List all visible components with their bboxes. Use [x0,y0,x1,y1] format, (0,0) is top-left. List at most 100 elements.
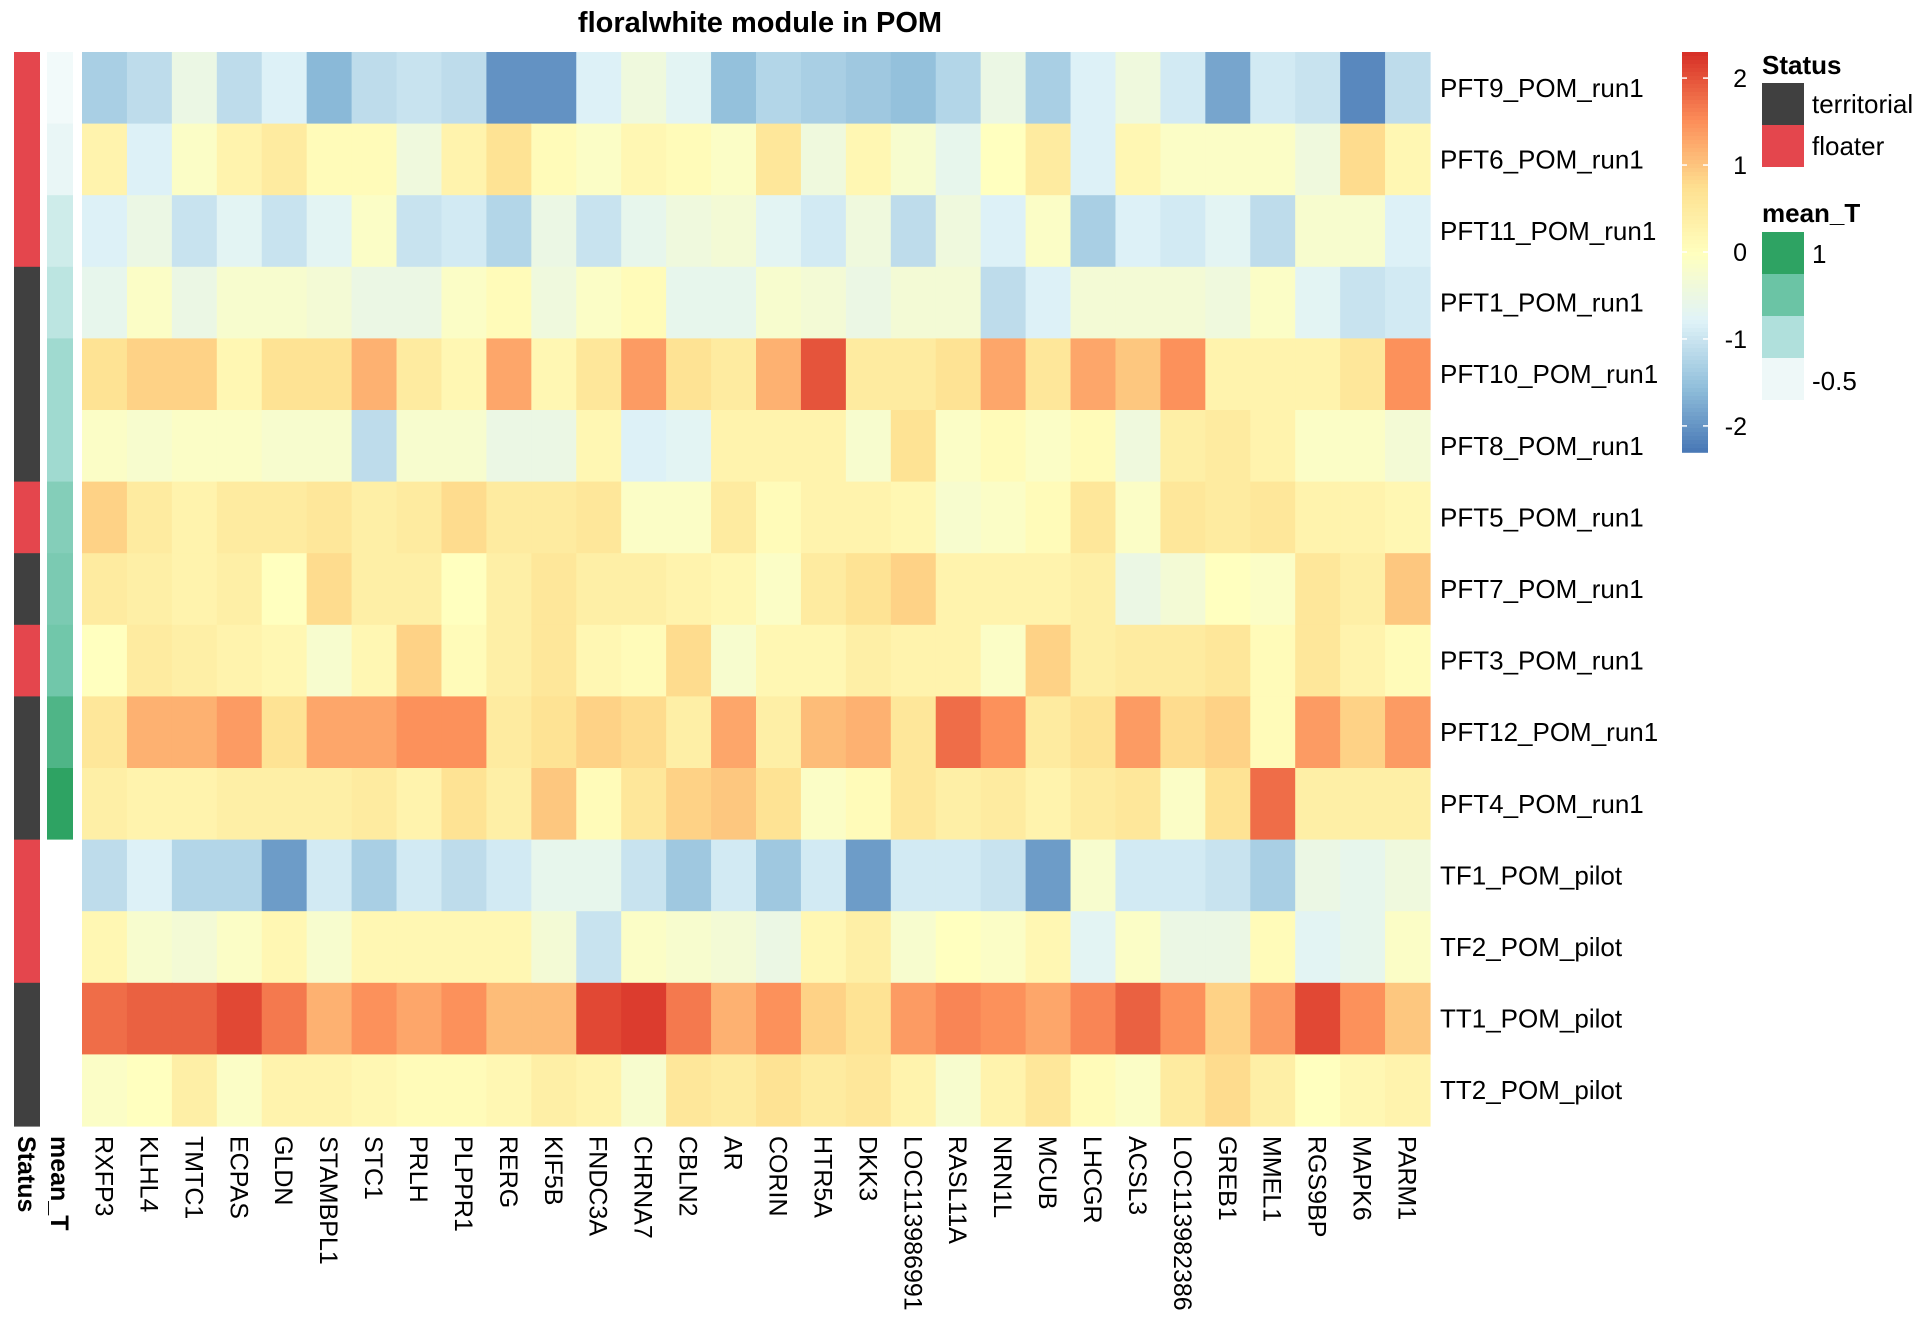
heatmap-cell [711,982,757,1055]
mean-t-legend-title: mean_T [1762,198,1860,228]
colorbar-segment [1682,192,1708,197]
heatmap-cell [890,266,937,339]
status-annotation-cell [14,624,40,697]
heatmap-cell [1340,481,1386,554]
heatmap-cell [396,624,443,697]
heatmap-cell [531,410,577,483]
row-labels: PFT9_POM_run1 PFT6_POM_run1 PFT11_POM_run1… [1440,73,1658,1105]
heatmap-cell [126,553,173,626]
heatmap-cell [980,982,1027,1055]
colorbar-segment [1682,64,1708,69]
heatmap-cell [890,839,937,912]
heatmap-cell [1295,911,1341,984]
heatmap-cell [980,195,1027,268]
heatmap-cell [890,553,937,626]
mean-t-annotation-cell [47,52,73,125]
mean-t-legend-label: -0.5 [1812,366,1857,396]
colorbar-segment [1682,264,1708,269]
colorbar-segment [1682,84,1708,89]
heatmap-cell [1115,839,1161,912]
heatmap-cell [576,1054,622,1127]
heatmap-cell [756,911,802,984]
heatmap-cell [1250,52,1296,125]
heatmap-cell [1025,52,1072,125]
mean-t-annotation-cell [47,839,73,912]
heatmap-cell [306,195,353,268]
heatmap-cell [1205,696,1251,769]
heatmap-cell [486,553,532,626]
heatmap-cell [1385,982,1431,1055]
colorbar-segment [1682,196,1708,201]
heatmap-cell [845,839,892,912]
colorbar-tick-label: -2 [1725,413,1747,441]
heatmap-cell [531,1054,577,1127]
chart-title: floralwhite module in POM [578,7,942,39]
heatmap-cell [396,768,443,841]
heatmap-cell [935,52,982,125]
heatmap-cell [1295,696,1341,769]
heatmap-cell [441,982,487,1055]
annotation-labels: Status mean_T [12,1136,73,1230]
colorbar-segment [1682,172,1708,177]
mean-t-legend-swatch [1762,274,1804,316]
column-label: ECPAS [224,1136,252,1219]
heatmap-cell [82,839,128,912]
heatmap-cell [980,1054,1027,1127]
heatmap-cell [1385,1054,1431,1127]
heatmap-cell [216,553,263,626]
heatmap-cell [306,553,353,626]
heatmap-cell [935,1054,982,1127]
heatmap-cell [980,768,1027,841]
heatmap-cell [756,123,802,196]
heatmap-cell [621,553,667,626]
heatmap-cell [1025,696,1072,769]
heatmap-cell [935,982,982,1055]
heatmap-cell [261,553,308,626]
heatmap-cell [621,768,667,841]
colorbar-segment [1682,308,1708,313]
heatmap-cell [800,982,847,1055]
heatmap-cell [1025,123,1072,196]
heatmap-cell [1340,911,1386,984]
heatmap-cell [306,481,353,554]
colorbar-segment [1682,240,1708,245]
colorbar-segment [1682,404,1708,409]
heatmap-cell [1205,768,1251,841]
colorbar-segment [1682,280,1708,285]
colorbar-segment [1682,348,1708,353]
heatmap-cell [396,266,443,339]
colorbar-segment [1682,176,1708,181]
colorbar-segment [1682,80,1708,85]
heatmap-cell [126,839,173,912]
heatmap-cell [1385,839,1431,912]
heatmap-cell [261,123,308,196]
heatmap-cell [126,982,173,1055]
heatmap-cell [935,410,982,483]
heatmap-cell [1160,911,1206,984]
heatmap-cell [1025,624,1072,697]
heatmap-cell [845,911,892,984]
column-label: PRLH [404,1136,432,1203]
heatmap-cell [216,839,263,912]
mean-t-annotation-column [47,52,73,1127]
heatmap-cell [486,911,532,984]
heatmap-cell [800,338,847,411]
heatmap-cell [621,338,667,411]
colorbar-segment [1682,52,1708,57]
heatmap-cell [261,195,308,268]
heatmap-cell [1115,195,1161,268]
column-label: RGS9BP [1303,1136,1331,1237]
heatmap-cell [621,266,667,339]
heatmap-cell [1025,553,1072,626]
status-annotation-cell [14,982,40,1055]
colorbar-segment [1682,140,1708,145]
heatmap-cell [1070,338,1117,411]
heatmap-cell [890,123,937,196]
colorbar-segment [1682,156,1708,161]
heatmap-cell [711,123,757,196]
colorbar-segment [1682,100,1708,105]
heatmap-cell [396,52,443,125]
colorbar-segment [1682,304,1708,309]
heatmap-cell [1070,52,1117,125]
column-label: CHRNA7 [629,1136,657,1239]
